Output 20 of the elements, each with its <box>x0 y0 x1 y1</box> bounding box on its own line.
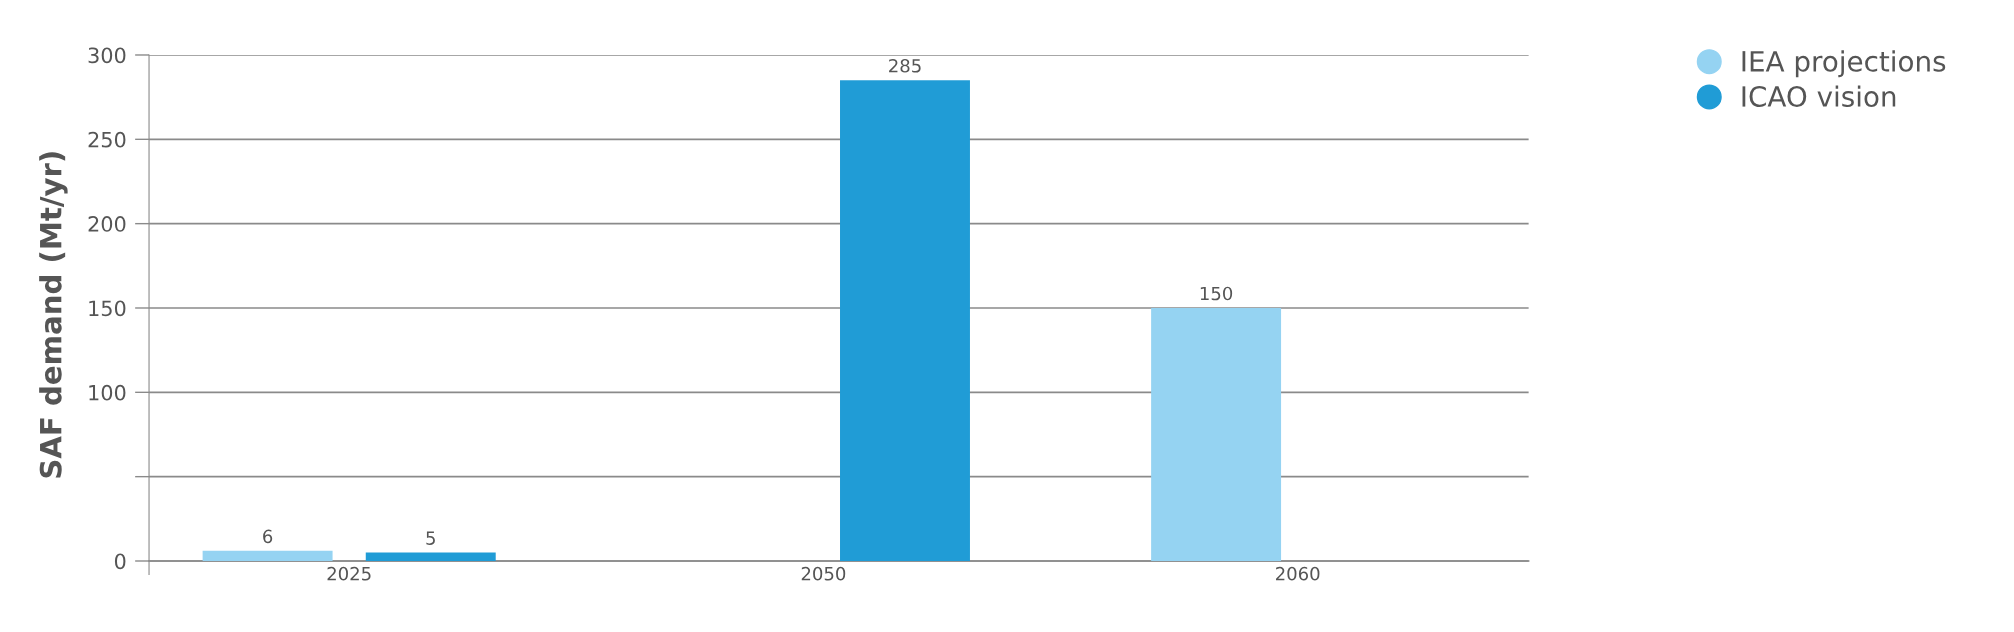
y-tick-label: 200 <box>88 216 126 232</box>
x-tick-label: 2025 <box>327 566 371 581</box>
legend-label: IEA projections <box>1742 50 1946 78</box>
y-tick-label: 0 <box>114 553 126 570</box>
y-tick-label: 250 <box>88 131 126 148</box>
data-label: 6 <box>263 529 273 544</box>
y-axis-title: SAF demand (Mt/yr) <box>39 152 68 478</box>
y-tick-label: 150 <box>89 300 126 317</box>
bar <box>840 80 970 561</box>
bar <box>365 552 496 561</box>
y-tick-label: 100 <box>89 384 126 401</box>
legend-label: ICAO vision <box>1742 85 1896 107</box>
y-tick-label: 300 <box>88 47 126 64</box>
bar <box>202 550 333 561</box>
data-label: 5 <box>426 531 435 545</box>
x-tick-label: 2050 <box>801 566 846 581</box>
bar <box>1151 307 1282 561</box>
data-label: 285 <box>889 58 921 73</box>
x-tick-label: 2060 <box>1276 566 1320 581</box>
data-label: 150 <box>1200 286 1233 301</box>
